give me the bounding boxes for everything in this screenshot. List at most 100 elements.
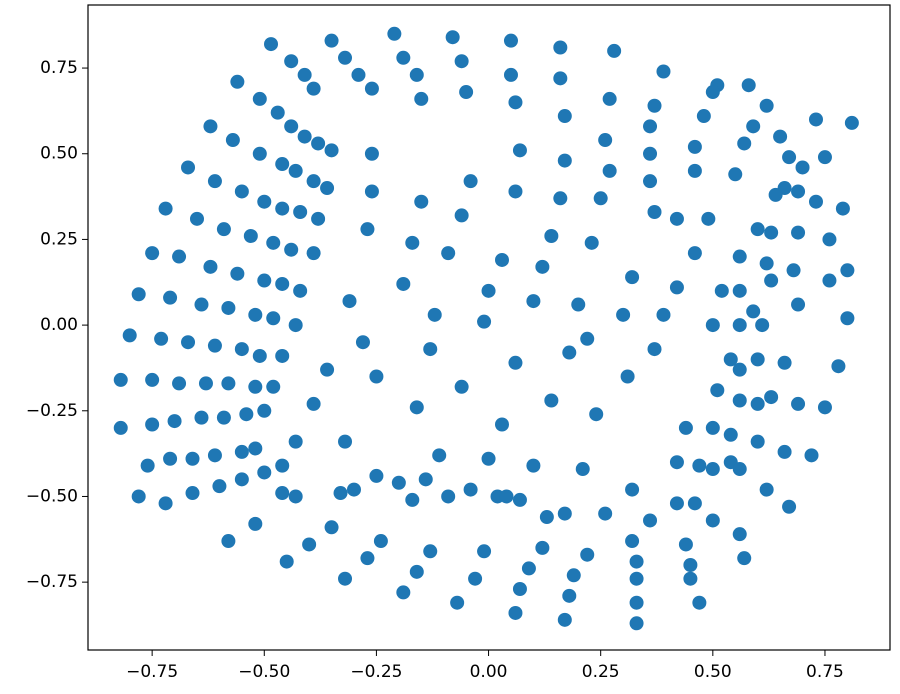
point xyxy=(342,294,357,309)
point xyxy=(468,571,483,586)
point xyxy=(288,318,303,333)
point xyxy=(669,211,684,226)
point xyxy=(288,163,303,178)
point xyxy=(710,383,725,398)
point xyxy=(450,595,465,610)
point xyxy=(553,191,568,206)
point xyxy=(705,420,720,435)
point xyxy=(454,208,469,223)
point xyxy=(629,616,644,631)
point xyxy=(275,486,290,501)
point xyxy=(355,335,370,350)
point xyxy=(557,506,572,521)
point xyxy=(360,222,375,237)
point xyxy=(575,462,590,477)
point xyxy=(145,246,160,261)
point xyxy=(553,40,568,55)
point xyxy=(234,472,249,487)
point xyxy=(616,307,631,322)
point xyxy=(768,187,783,202)
point xyxy=(777,444,792,459)
point xyxy=(454,379,469,394)
point xyxy=(311,136,326,151)
point xyxy=(678,420,693,435)
point xyxy=(840,263,855,278)
point xyxy=(746,304,761,319)
point xyxy=(122,328,137,343)
point xyxy=(302,537,317,552)
point xyxy=(732,362,747,377)
point xyxy=(270,105,285,120)
point xyxy=(266,379,281,394)
point xyxy=(189,211,204,226)
point xyxy=(203,259,218,274)
point xyxy=(629,554,644,569)
point xyxy=(571,297,586,312)
point xyxy=(557,109,572,124)
point xyxy=(266,311,281,326)
point xyxy=(535,259,550,274)
point xyxy=(248,441,263,456)
point xyxy=(181,335,196,350)
point xyxy=(705,513,720,528)
point xyxy=(535,540,550,555)
point xyxy=(207,338,222,353)
point xyxy=(584,235,599,250)
point xyxy=(512,492,527,507)
point xyxy=(732,527,747,542)
point xyxy=(512,143,527,158)
point xyxy=(207,448,222,463)
point xyxy=(459,85,474,100)
point xyxy=(647,342,662,357)
point xyxy=(647,205,662,220)
point xyxy=(791,297,806,312)
point xyxy=(499,489,514,504)
point xyxy=(808,194,823,209)
point xyxy=(441,246,456,261)
point xyxy=(840,311,855,326)
point xyxy=(324,33,339,48)
point xyxy=(521,561,536,576)
point xyxy=(687,246,702,261)
point xyxy=(221,376,236,391)
x-tick-label: −0.50 xyxy=(238,662,290,682)
point xyxy=(338,50,353,65)
point xyxy=(297,129,312,144)
point xyxy=(764,273,779,288)
point xyxy=(643,119,658,134)
point xyxy=(602,163,617,178)
point xyxy=(782,499,797,514)
point xyxy=(293,283,308,298)
point xyxy=(777,355,792,370)
point xyxy=(293,205,308,220)
point xyxy=(607,43,622,58)
point xyxy=(656,307,671,322)
point xyxy=(198,376,213,391)
point xyxy=(284,242,299,257)
point xyxy=(692,595,707,610)
point xyxy=(741,78,756,93)
point xyxy=(306,246,321,261)
point xyxy=(512,581,527,596)
point xyxy=(338,571,353,586)
point xyxy=(643,146,658,161)
point xyxy=(252,91,267,106)
point xyxy=(185,486,200,501)
y-tick-label: 0.25 xyxy=(40,229,78,249)
point xyxy=(248,379,263,394)
point xyxy=(275,157,290,172)
point xyxy=(687,163,702,178)
point xyxy=(181,160,196,175)
point xyxy=(284,54,299,69)
point xyxy=(279,554,294,569)
point xyxy=(723,352,738,367)
point xyxy=(405,235,420,250)
point xyxy=(844,115,859,130)
point xyxy=(266,235,281,250)
point xyxy=(338,434,353,449)
point xyxy=(113,420,128,435)
point xyxy=(808,112,823,127)
point xyxy=(629,571,644,586)
point xyxy=(746,119,761,134)
point xyxy=(364,81,379,96)
